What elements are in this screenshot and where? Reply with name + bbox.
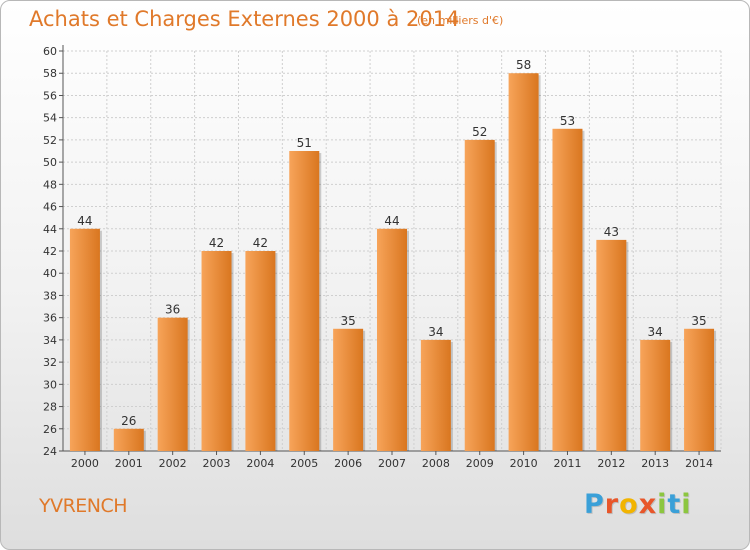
x-tick-label: 2002	[159, 457, 187, 470]
y-tick-label: 40	[43, 267, 57, 280]
bar	[420, 339, 451, 451]
proxiti-logo: Proxiti	[584, 489, 692, 520]
y-tick-label: 44	[43, 223, 57, 236]
x-tick-label: 2011	[553, 457, 581, 470]
bar	[464, 139, 495, 451]
bar	[245, 251, 276, 451]
y-tick-label: 52	[43, 134, 57, 147]
bar-value-label: 34	[648, 325, 663, 339]
bar	[377, 228, 407, 451]
bar-value-label: 44	[384, 214, 399, 228]
bar-value-label: 43	[604, 225, 619, 239]
logo-letter: i	[657, 489, 668, 520]
bar	[69, 228, 100, 451]
x-tick-label: 2008	[422, 457, 450, 470]
y-tick-label: 56	[43, 89, 57, 102]
bar-value-label: 44	[77, 214, 92, 228]
x-tick-label: 2009	[466, 457, 494, 470]
y-tick-label: 34	[43, 334, 57, 347]
y-tick-label: 36	[43, 312, 57, 325]
bar	[333, 328, 364, 451]
y-tick-label: 28	[43, 401, 57, 414]
bar-value-label: 42	[209, 236, 224, 250]
bar-value-label: 35	[340, 314, 355, 328]
x-tick-label: 2006	[334, 457, 362, 470]
y-tick-label: 58	[43, 67, 57, 80]
y-tick-label: 48	[43, 178, 57, 191]
bar-value-label: 51	[297, 136, 312, 150]
x-tick-label: 2014	[685, 457, 713, 470]
y-tick-label: 30	[43, 378, 57, 391]
bar-value-label: 58	[516, 58, 531, 72]
bars	[69, 73, 717, 451]
logo-letter: o	[619, 489, 639, 520]
labels: 44 2000 26 2001 36 2002 42 2003 42 2004 51 2005 35 20…	[71, 58, 713, 470]
y-tick-label: 32	[43, 356, 57, 369]
chart-title: Achats et Charges Externes 2000 à 2014	[29, 7, 460, 31]
y-tick-label: 24	[43, 445, 57, 458]
y-tick-label: 54	[43, 112, 57, 125]
bar	[552, 128, 583, 451]
x-tick-label: 2001	[115, 457, 143, 470]
logo-letter: t	[667, 489, 682, 520]
bar	[508, 73, 539, 451]
y-tick-label: 42	[43, 245, 57, 258]
bar	[640, 339, 671, 451]
x-tick-label: 2005	[290, 457, 318, 470]
y-tick-label: 26	[43, 423, 57, 436]
bar	[113, 428, 144, 451]
bar-value-label: 42	[253, 236, 268, 250]
bar	[684, 328, 715, 451]
chart-subtitle: (en milliers d'€)	[417, 14, 504, 27]
bar	[201, 251, 232, 451]
logo-letter: r	[604, 489, 620, 520]
x-tick-label: 2010	[510, 457, 538, 470]
bar-value-label: 35	[691, 314, 706, 328]
y-tick-label: 46	[43, 201, 57, 214]
commune-name: YVRENCH	[39, 495, 128, 517]
x-tick-label: 2007	[378, 457, 406, 470]
axes: 24 26 28 30 32 34 36 38 40 42 44 46 48 50 52 54 56 58 60	[43, 45, 721, 458]
x-tick-label: 2013	[641, 457, 669, 470]
x-tick-label: 2004	[246, 457, 274, 470]
bar-value-label: 36	[165, 303, 180, 317]
bar	[289, 151, 320, 451]
bar	[157, 317, 188, 451]
logo-letter: P	[584, 489, 605, 520]
y-tick-label: 50	[43, 156, 57, 169]
bar-value-label: 52	[472, 125, 487, 139]
y-tick-label: 38	[43, 289, 57, 302]
bar-value-label: 26	[121, 414, 136, 428]
y-tick-label: 60	[43, 45, 57, 58]
bar	[596, 239, 627, 451]
x-tick-label: 2003	[203, 457, 231, 470]
bar-value-label: 34	[428, 325, 443, 339]
x-tick-label: 2000	[71, 457, 99, 470]
logo-letter: i	[681, 489, 692, 520]
x-tick-label: 2012	[597, 457, 625, 470]
bar-value-label: 53	[560, 114, 575, 128]
logo-letter: x	[638, 489, 658, 520]
